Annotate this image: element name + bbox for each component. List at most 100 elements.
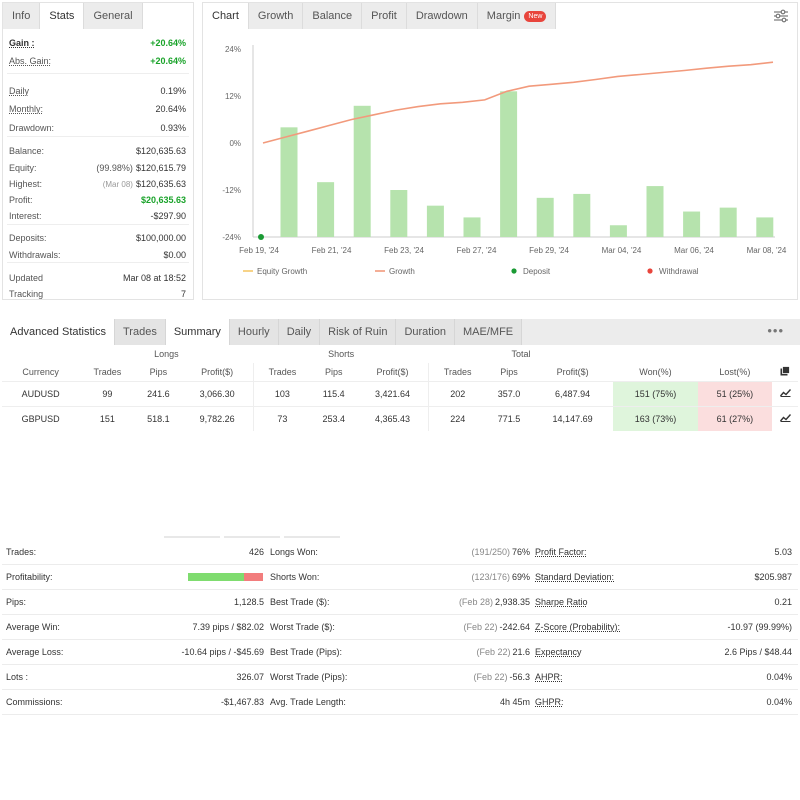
stat-row: Updated Mar 08 at 18:52	[9, 272, 186, 284]
stat-value-text: 20.64%	[155, 104, 186, 114]
tab-risk-of-ruin[interactable]: Risk of Ruin	[320, 319, 397, 345]
summary-label: Worst Trade (Pips):	[270, 672, 348, 682]
table-cell: 771.5	[486, 405, 532, 431]
stat-label: Monthly:	[9, 104, 44, 114]
summary-value-note: (Feb 22)	[476, 647, 511, 657]
stat-label: Updated	[9, 273, 44, 283]
summary-value-note: (Feb 22)	[473, 672, 508, 682]
tab-duration[interactable]: Duration	[396, 319, 456, 345]
tab-profit[interactable]: Profit	[362, 3, 407, 29]
chart-trend-icon[interactable]	[772, 405, 798, 431]
x-tick-label: Feb 23, '24	[384, 246, 424, 255]
tab-info[interactable]: Info	[3, 3, 41, 29]
tab-summary[interactable]: Summary	[165, 319, 230, 345]
tab-hourly[interactable]: Hourly	[229, 319, 279, 345]
stat-label: Interest:	[9, 211, 42, 221]
y-tick-label: 24%	[225, 45, 241, 54]
x-tick-label: Feb 21, '24	[312, 246, 352, 255]
summary-stats: Trades: 426 Longs Won: (191/250) 76% Profit F…	[2, 540, 798, 715]
legend-label: Deposit	[523, 267, 551, 276]
summary-label: GHPR:	[535, 697, 564, 707]
stat-label: Profit:	[9, 195, 33, 205]
stat-value: $20,635.63	[141, 195, 186, 205]
summary-value: (191/250) 76%	[471, 540, 530, 565]
more-options-icon[interactable]: •••	[767, 323, 784, 338]
stat-label: Deposits:	[9, 233, 47, 243]
stat-label: Gain :	[9, 38, 35, 48]
bar	[719, 207, 737, 237]
tab-margin[interactable]: Margin New	[477, 3, 557, 29]
separator	[7, 73, 189, 74]
stat-value: 7	[181, 289, 186, 299]
bar	[500, 91, 518, 237]
tab-chart[interactable]: Chart	[203, 3, 249, 29]
stat-value: +20.64%	[150, 56, 186, 66]
table-cell: 6,487.94	[531, 380, 614, 406]
table-cell: GBPUSD	[2, 405, 80, 431]
summary-value: -10.64 pips / -$45.69	[181, 647, 264, 657]
summary-label: Best Trade ($):	[270, 597, 330, 607]
profitability-bar	[188, 573, 263, 581]
table-cell: AUDUSD	[2, 380, 80, 406]
separator	[7, 136, 189, 137]
info-panel: Info Stats General Gain : +20.64% Abs. Gai…	[2, 2, 194, 300]
table-cell: 99	[79, 380, 136, 406]
chart-trend-icon[interactable]	[772, 380, 798, 406]
stat-row: Withdrawals: $0.00	[9, 249, 186, 261]
summary-value-note: (191/250)	[471, 547, 510, 557]
table-cell: 61 (27%)	[697, 405, 772, 431]
stat-row: Equity: (99.98%) $120,615.79	[9, 162, 186, 174]
table-cell: 241.6	[135, 380, 182, 406]
sliders-icon[interactable]	[773, 9, 789, 23]
summary-label: Sharpe Ratio	[535, 597, 588, 607]
stat-value: $0.00	[163, 250, 186, 260]
stat-value-text: $120,635.63	[135, 179, 186, 189]
tab-balance[interactable]: Balance	[303, 3, 363, 29]
tab-stats[interactable]: Stats	[40, 3, 85, 29]
x-tick-label: Feb 29, '24	[529, 246, 569, 255]
summary-value: 7.39 pips / $82.02	[192, 622, 264, 632]
summary-value: 5.03	[774, 547, 792, 557]
y-tick-label: 0%	[229, 139, 241, 148]
table-cell: 253.4	[310, 405, 357, 431]
stat-row: Abs. Gain: +20.64%	[9, 55, 186, 67]
tab-growth[interactable]: Growth	[248, 3, 304, 29]
tab-daily[interactable]: Daily	[278, 319, 321, 345]
stat-value-text: 0.93%	[160, 123, 186, 133]
x-tick-label: Feb 19, '24	[239, 246, 279, 255]
copy-icon[interactable]	[772, 363, 798, 381]
tab-mae-mfe[interactable]: MAE/MFE	[455, 319, 523, 345]
table-cell: 103	[253, 380, 311, 406]
profitability-won	[188, 573, 244, 581]
legend-marker	[511, 268, 517, 274]
summary-label: Avg. Trade Length:	[270, 697, 346, 707]
summary-value: (Feb 22) -56.3	[473, 665, 530, 690]
table-row: GBPUSD 151 518.1 9,782.26 73 253.4 4,365.43 224…	[2, 405, 798, 431]
column-header: Profit($)	[201, 366, 234, 377]
summary-label: Expectancy	[535, 647, 582, 657]
tab-drawdown[interactable]: Drawdown	[406, 3, 478, 29]
stat-row: Deposits: $100,000.00	[9, 232, 186, 244]
legend-label: Growth	[389, 267, 415, 276]
summary-label: Longs Won:	[270, 547, 318, 557]
table-cell: 518.1	[135, 405, 182, 431]
bar	[390, 190, 408, 237]
summary-label: Profit Factor:	[535, 547, 587, 557]
summary-value: 326.07	[236, 672, 264, 682]
column-header-row: Currency Trades Pips Profit($) Trades Pips Pro…	[2, 363, 798, 381]
summary-value-text: 76%	[511, 547, 530, 557]
summary-value: 0.21	[774, 597, 792, 607]
bar	[609, 225, 627, 237]
stat-label: Tracking	[9, 289, 44, 299]
summary-label: Worst Trade ($):	[270, 622, 335, 632]
tab-trades[interactable]: Trades	[115, 319, 166, 345]
stat-value-text: -$297.90	[150, 211, 186, 221]
stat-value: Mar 08 at 18:52	[123, 273, 186, 283]
stat-label: Daily	[9, 86, 30, 96]
column-header: Trades	[253, 363, 311, 381]
summary-value-note: (Feb 22)	[463, 622, 498, 632]
tab-margin-label: Margin	[486, 10, 521, 22]
tab-general[interactable]: General	[84, 3, 143, 29]
bar	[426, 205, 444, 237]
stat-label: Highest:	[9, 179, 43, 189]
